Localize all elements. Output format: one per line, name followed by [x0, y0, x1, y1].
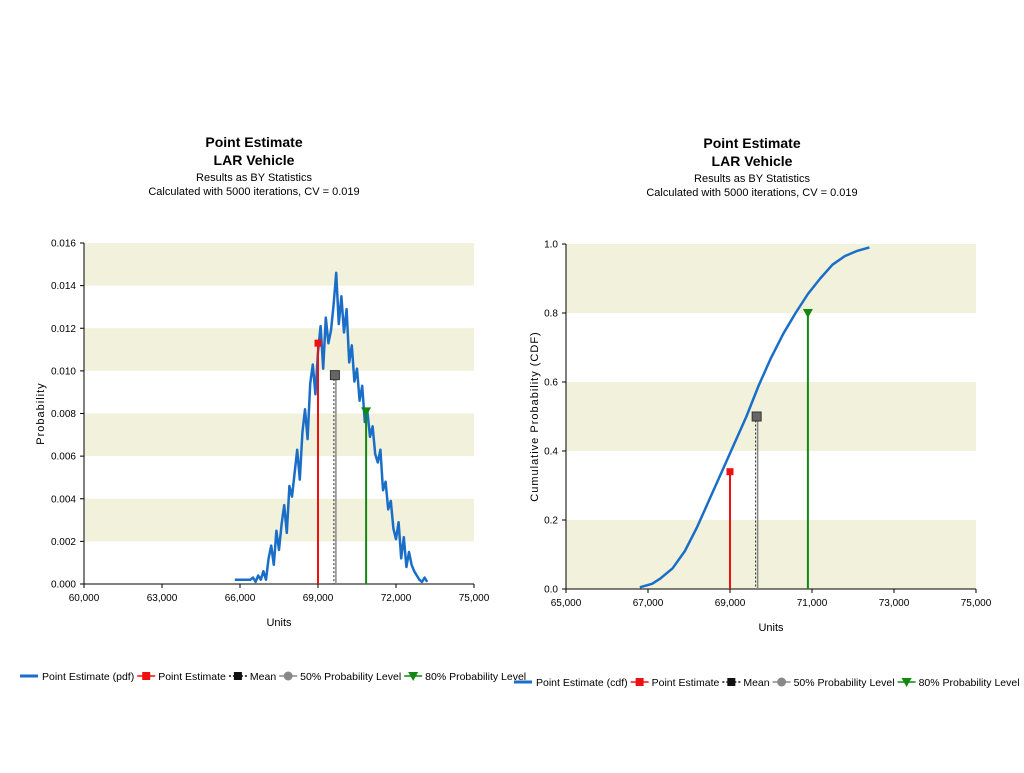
- grid-band: [84, 498, 474, 542]
- legend-label: 50% Probability Level: [300, 671, 401, 683]
- grid-band: [84, 413, 474, 457]
- y-tick-label: 0.000: [51, 580, 76, 591]
- chart-subtitle-line-1: Results as BY Statistics: [694, 173, 810, 185]
- grid-band: [84, 243, 474, 286]
- x-tick-label: 75,000: [459, 593, 490, 604]
- chart-subtitle-line-1: Results as BY Statistics: [196, 172, 312, 184]
- legend-item: 80% Probability Level: [404, 671, 526, 683]
- x-axis-label: Units: [266, 617, 292, 629]
- chart-title-line-1: Point Estimate: [205, 134, 302, 150]
- legend-label: Mean: [250, 671, 276, 683]
- grid-band: [566, 520, 976, 589]
- y-tick-label: 0.008: [51, 409, 76, 420]
- y-tick-label: 0.6: [544, 378, 558, 389]
- y-tick-label: 1.0: [544, 240, 558, 251]
- legend-label: Point Estimate (cdf): [536, 677, 628, 689]
- point-estimate-marker: [314, 339, 322, 347]
- legend: Point Estimate (pdf) Point Estimate Mean 50…: [20, 671, 526, 683]
- y-tick-label: 0.014: [51, 281, 76, 292]
- legend-label: 80% Probability Level: [919, 677, 1020, 689]
- legend-item: Point Estimate: [630, 677, 720, 689]
- legend: Point Estimate (cdf) Point Estimate Mean 50…: [514, 677, 1020, 689]
- y-tick-label: 0.010: [51, 366, 76, 377]
- x-tick-label: 73,000: [879, 598, 910, 609]
- legend-label: 80% Probability Level: [425, 671, 526, 683]
- legend-label: Mean: [743, 677, 769, 689]
- x-tick-label: 63,000: [147, 593, 178, 604]
- legend-swatch-square: [142, 672, 151, 680]
- mean-marker: [751, 411, 762, 422]
- legend-swatch-triangle: [408, 672, 419, 681]
- x-tick-label: 66,000: [225, 593, 256, 604]
- legend-item: Point Estimate: [137, 671, 226, 683]
- legend-swatch-square: [233, 672, 242, 680]
- chart-title-line-2: LAR Vehicle: [712, 153, 793, 169]
- legend-label: 50% Probability Level: [794, 677, 895, 689]
- y-tick-label: 0.0: [544, 585, 558, 596]
- chart-2: Point Estimate LAR Vehicle Results as BY S…: [514, 135, 1020, 689]
- y-tick-label: 0.002: [51, 537, 76, 548]
- legend-label: Point Estimate (pdf): [42, 671, 134, 683]
- y-tick-label: 0.006: [51, 452, 76, 463]
- series-line: [639, 246, 870, 589]
- x-tick-label: 60,000: [69, 593, 100, 604]
- legend-item: 80% Probability Level: [897, 677, 1020, 689]
- chart-title-line-1: Point Estimate: [703, 135, 800, 151]
- y-tick-label: 0.012: [51, 324, 76, 335]
- y-tick-label: 0.016: [51, 239, 76, 250]
- x-tick-label: 69,000: [303, 593, 334, 604]
- grid-band: [566, 244, 976, 313]
- legend-swatch-circle: [777, 677, 787, 687]
- legend-swatch-square: [635, 678, 644, 686]
- legend-label: Point Estimate: [652, 677, 720, 689]
- legend-item: Point Estimate (cdf): [514, 677, 628, 689]
- y-tick-label: 0.2: [544, 516, 558, 527]
- grid-band: [566, 382, 976, 451]
- legend-swatch-square: [727, 678, 736, 686]
- y-tick-label: 0.4: [544, 447, 558, 458]
- x-tick-label: 71,000: [797, 598, 828, 609]
- series-line: [234, 271, 429, 584]
- chart-subtitle-line-2: Calculated with 5000 iterations, CV = 0.…: [646, 187, 857, 199]
- legend-item: Mean: [228, 671, 276, 683]
- x-tick-label: 65,000: [551, 598, 582, 609]
- x-tick-label: 75,000: [961, 598, 992, 609]
- y-axis-label: Probability: [35, 382, 47, 444]
- y-axis-label: Cumulative Probability (CDF): [529, 331, 541, 501]
- chart-1: Point Estimate LAR Vehicle Results as BY S…: [20, 134, 526, 683]
- legend-label: Point Estimate: [158, 671, 226, 683]
- chart-title-line-2: LAR Vehicle: [214, 152, 295, 168]
- p80-marker: [361, 407, 372, 417]
- x-tick-label: 69,000: [715, 598, 746, 609]
- chart-subtitle-line-2: Calculated with 5000 iterations, CV = 0.…: [148, 186, 359, 198]
- legend-item: Point Estimate (pdf): [20, 671, 134, 683]
- legend-item: Mean: [722, 677, 770, 689]
- y-tick-label: 0.004: [51, 494, 76, 505]
- p80-marker: [802, 309, 813, 318]
- mean-marker: [329, 370, 340, 381]
- x-axis-label: Units: [758, 622, 784, 634]
- grid-band: [84, 328, 474, 371]
- legend-swatch-triangle: [901, 678, 912, 687]
- x-tick-label: 67,000: [633, 598, 664, 609]
- legend-item: 50% Probability Level: [772, 677, 895, 689]
- x-tick-label: 72,000: [381, 593, 412, 604]
- y-tick-label: 0.8: [544, 309, 558, 320]
- point-estimate-marker: [726, 468, 734, 476]
- legend-swatch-circle: [283, 671, 293, 681]
- legend-item: 50% Probability Level: [279, 671, 401, 683]
